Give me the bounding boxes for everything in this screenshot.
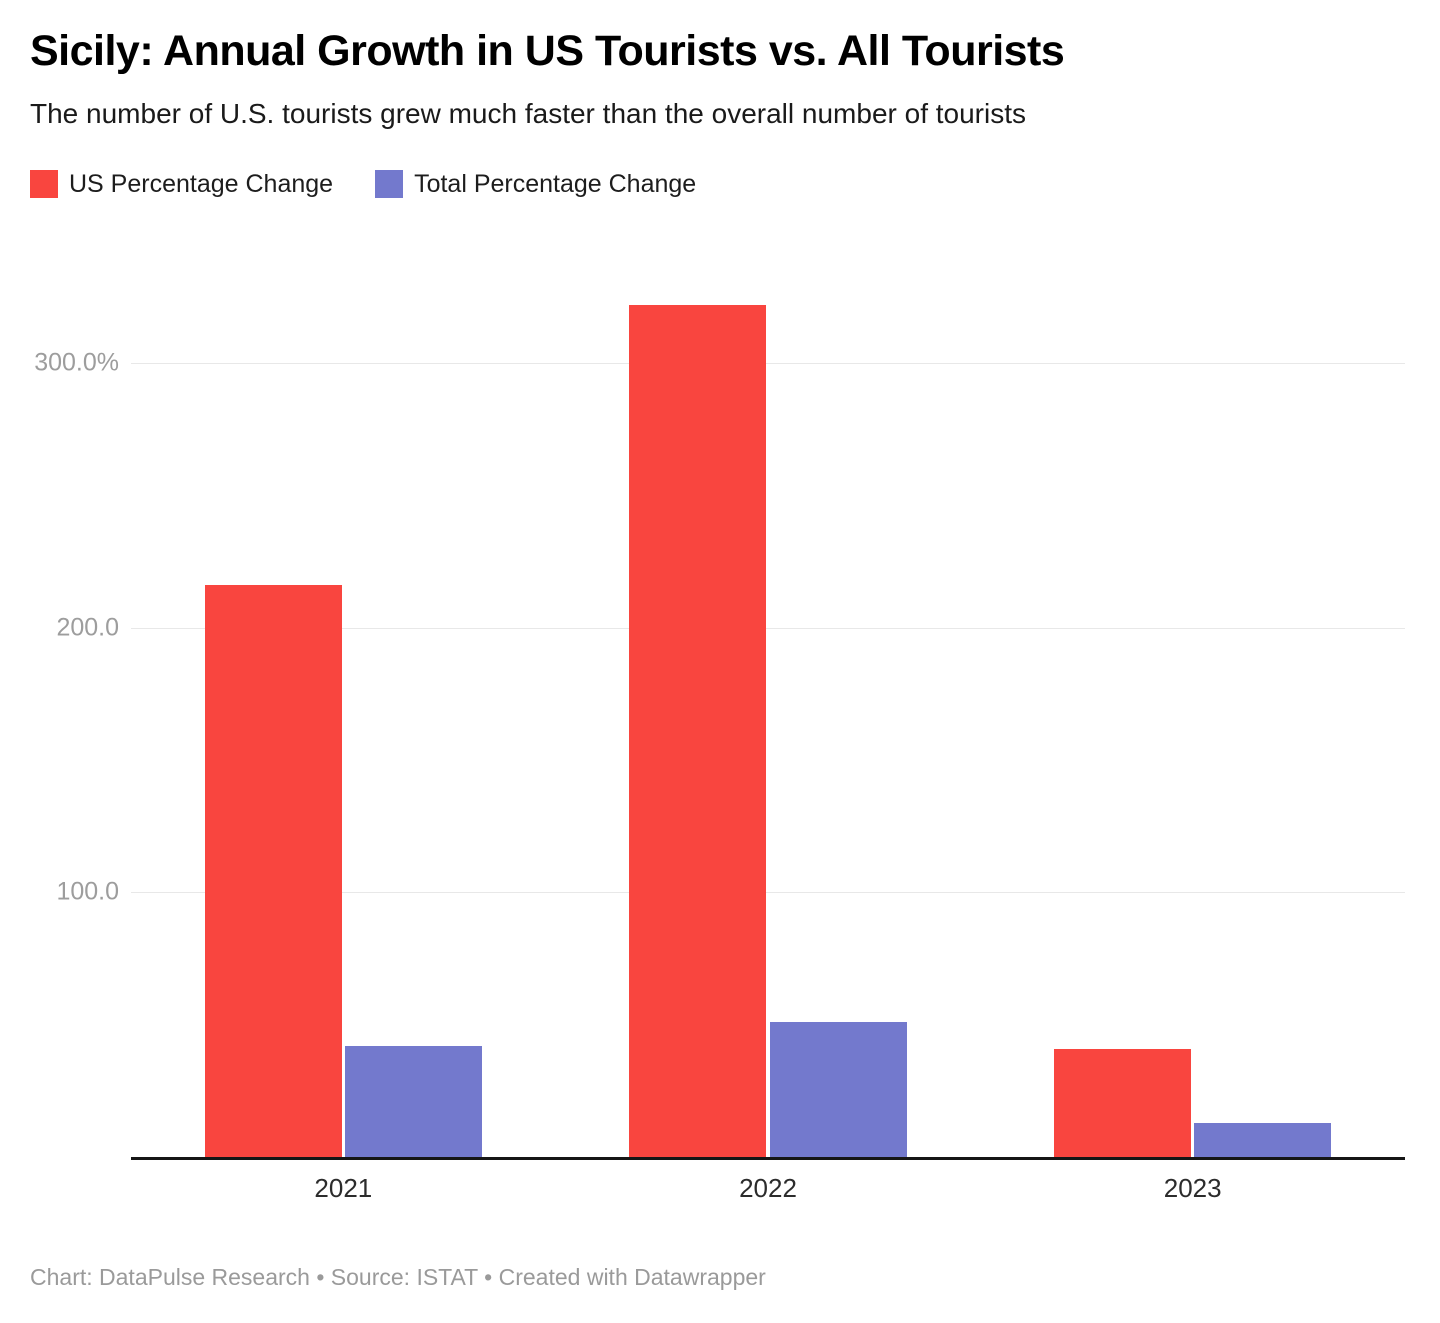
bar-us-2021[interactable] bbox=[204, 585, 342, 1158]
chart-legend: US Percentage Change Total Percentage Cha… bbox=[30, 169, 1410, 199]
chart-subtitle: The number of U.S. tourists grew much fa… bbox=[30, 98, 1026, 130]
gridline-200 bbox=[131, 627, 1405, 629]
bar-us-2022[interactable] bbox=[629, 304, 767, 1158]
y-tick-label-300: 300.0% bbox=[34, 348, 119, 377]
x-tick-label-2021: 2021 bbox=[314, 1173, 373, 1204]
gridline-100 bbox=[131, 892, 1405, 894]
x-tick-label-2023: 2023 bbox=[1163, 1173, 1222, 1204]
plot-area: 100.0 200.0 300.0% 2021 2022 2023 bbox=[34, 297, 1405, 1203]
gridline-300 bbox=[131, 363, 1405, 365]
legend-swatch-total bbox=[375, 170, 404, 199]
legend-label: US Percentage Change bbox=[69, 169, 334, 198]
bar-total-2021[interactable] bbox=[344, 1045, 482, 1158]
bar-total-2023[interactable] bbox=[1194, 1122, 1332, 1158]
y-tick-label-100: 100.0 bbox=[56, 877, 119, 906]
legend-swatch-us bbox=[30, 170, 58, 199]
bar-us-2023[interactable] bbox=[1053, 1048, 1192, 1158]
legend-item-us: US Percentage Change bbox=[30, 170, 333, 199]
legend-label: Total Percentage Change bbox=[414, 169, 697, 198]
y-tick-label-200: 200.0 bbox=[56, 613, 119, 642]
legend-item-total: Total Percentage Change bbox=[375, 170, 696, 199]
bar-total-2022[interactable] bbox=[769, 1022, 907, 1158]
x-tick-label-2022: 2022 bbox=[739, 1173, 797, 1204]
chart-footer-attribution: Chart: DataPulse Research • Source: ISTA… bbox=[30, 1264, 766, 1291]
chart-title: Sicily: Annual Growth in US Tourists vs.… bbox=[30, 27, 1065, 75]
